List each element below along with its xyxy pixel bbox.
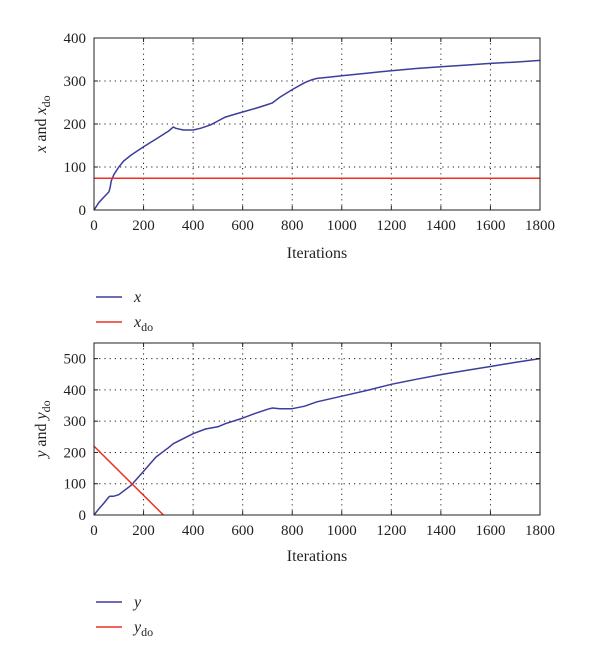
x-tick-label: 1800 <box>525 523 555 539</box>
x-tick-label: 1600 <box>475 218 505 234</box>
legend-label-name: x <box>133 314 141 331</box>
chart-panel-0: 0 200 400 600 800 1000 1200 1400 1600 1800 0 100 200… <box>33 31 555 334</box>
y-tick-label: 300 <box>64 74 87 90</box>
y-axis-label-var2: x <box>33 107 50 115</box>
y-axis-label-var: y <box>33 450 50 460</box>
x-tick-label: 200 <box>132 523 155 539</box>
x-axis-label: Iterations <box>287 245 347 262</box>
x-tick-label: 0 <box>90 523 98 539</box>
y-tick-label: 0 <box>79 203 87 219</box>
x-tick-label: 1400 <box>426 218 456 234</box>
y-tick-label: 500 <box>64 352 87 368</box>
y-tick-label: 200 <box>64 117 87 133</box>
y-tick-label: 100 <box>64 160 87 176</box>
x-axis-label: Iterations <box>287 548 347 565</box>
y-tick-label: 100 <box>64 477 87 493</box>
x-tick-label: 1400 <box>426 523 456 539</box>
y-tick-label: 300 <box>64 414 87 430</box>
legend-label-sub: do <box>141 320 153 334</box>
y-axis-label-var: x <box>33 146 50 154</box>
x-tick-label: 1800 <box>525 218 555 234</box>
x-tick-label: 600 <box>231 523 254 539</box>
x-tick-label: 800 <box>281 523 304 539</box>
y-tick-label: 400 <box>64 31 87 47</box>
x-tick-label: 0 <box>90 218 98 234</box>
legend-label-name: y <box>132 594 142 611</box>
series-line-y <box>94 357 540 515</box>
chart-panel-1: 0 200 400 600 800 1000 1200 1400 1600 1800 0 100 200… <box>33 342 555 639</box>
x-tick-label: 1600 <box>475 523 505 539</box>
x-tick-label: 200 <box>132 218 155 234</box>
legend-label-sub: do <box>141 625 153 639</box>
x-tick-label: 600 <box>231 218 254 234</box>
y-axis-label: x and xdo <box>33 95 53 153</box>
x-tick-label: 1000 <box>327 523 357 539</box>
y-axis-label-sub: do <box>39 95 53 107</box>
y-axis-label-sub: do <box>39 400 53 412</box>
y-tick-label: 0 <box>79 508 87 524</box>
x-tick-label: 1200 <box>376 523 406 539</box>
x-tick-label: 400 <box>182 218 205 234</box>
legend-label-name: y <box>132 619 142 636</box>
plot-frame <box>93 342 541 516</box>
y-axis-label: y and ydo <box>33 400 53 459</box>
series-line-y-do <box>94 445 164 515</box>
y-axis-label-conj: and <box>33 114 50 145</box>
y-axis-label-conj: and <box>33 419 50 450</box>
x-tick-label: 400 <box>182 523 205 539</box>
x-tick-label: 1000 <box>327 218 357 234</box>
plot-frame <box>93 37 541 211</box>
legend-label: xdo <box>133 314 153 334</box>
legend-label-name: x <box>133 289 141 306</box>
x-tick-label: 1200 <box>376 218 406 234</box>
y-tick-label: 200 <box>64 445 87 461</box>
legend-label: x <box>133 289 141 306</box>
y-axis-label-var2: y <box>33 411 50 421</box>
x-tick-label: 800 <box>281 218 304 234</box>
series-line-x <box>94 59 540 210</box>
y-tick-label: 400 <box>64 383 87 399</box>
legend-label: y <box>132 594 142 611</box>
legend-label: ydo <box>132 619 153 639</box>
